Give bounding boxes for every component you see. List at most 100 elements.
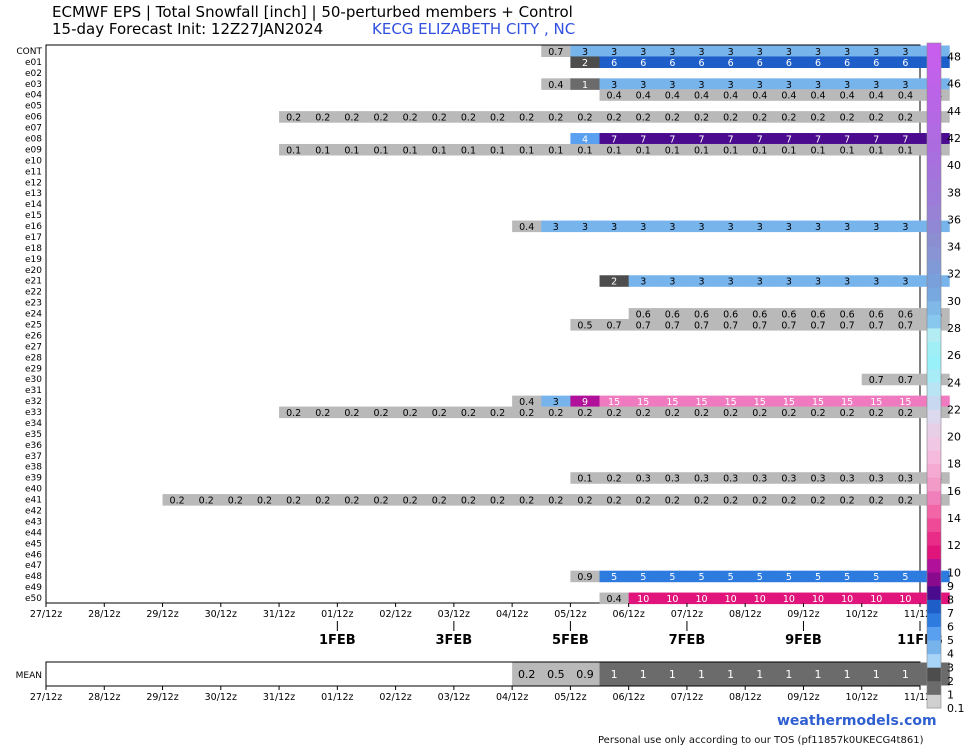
snow-cell-label: 0.3	[810, 474, 825, 485]
snow-cell-label: 0.2	[752, 496, 767, 507]
snow-cell-label: 3	[757, 222, 763, 233]
snow-cell	[570, 220, 601, 233]
snow-cell-label: 0.1	[898, 145, 913, 156]
snow-cell	[716, 56, 746, 68]
snow-cell-label: 3	[728, 47, 734, 58]
snow-cell	[861, 133, 892, 145]
snow-cell	[657, 319, 688, 331]
date-label: 5FEB	[552, 633, 589, 648]
x-tick-label: 07/12z	[671, 609, 703, 620]
snow-cell-label: 0.2	[840, 496, 855, 507]
colorbar-band	[927, 355, 941, 370]
snow-cell	[570, 319, 601, 331]
mean-x-tick-label: 02/12z	[379, 692, 411, 703]
snow-cell-label: 15	[870, 397, 882, 408]
snow-cell-label: 0.2	[461, 113, 476, 124]
snow-cell	[162, 494, 193, 506]
snow-cell-label: 0.2	[548, 496, 563, 507]
member-label: e45	[25, 539, 42, 549]
snow-cell-label: 0.1	[373, 145, 388, 156]
member-label: e41	[25, 496, 42, 506]
snow-cell-label: 0.6	[694, 310, 709, 321]
snow-cell	[890, 319, 921, 331]
snow-cell	[890, 308, 921, 320]
colorbar-tick-label: 9	[947, 580, 954, 593]
snow-cell	[774, 570, 805, 583]
mean-x-tick-label: 27/12z	[30, 692, 62, 703]
colorbar-band	[927, 260, 941, 275]
snow-cell	[774, 45, 805, 58]
snow-cell	[686, 45, 717, 58]
member-label: e43	[25, 517, 42, 527]
snow-cell	[716, 133, 746, 145]
snow-cell-label: 0.4	[548, 80, 563, 91]
mean-x-tick-label: 08/12z	[729, 692, 761, 703]
colorbar-band	[927, 531, 941, 546]
snow-cell-label: 3	[553, 222, 559, 233]
snow-cell	[803, 111, 834, 123]
colorbar-tick-label: 26	[947, 349, 961, 362]
snow-cell	[861, 570, 892, 583]
mean-cell	[745, 662, 775, 686]
member-label: e13	[25, 189, 42, 199]
snow-cell-label: 10	[666, 594, 678, 605]
snow-cell-label: 0.2	[344, 408, 359, 419]
snow-cell	[599, 220, 630, 233]
snow-cell-label: 3	[786, 222, 792, 233]
snow-cell	[774, 592, 805, 605]
snow-cell	[686, 143, 717, 156]
snow-cell-label: 0.2	[432, 113, 447, 124]
snow-cell	[686, 133, 717, 145]
mean-cell	[657, 662, 688, 686]
snow-cell-label: 6	[611, 58, 617, 69]
snow-cell	[832, 570, 863, 583]
snow-cell	[716, 592, 746, 605]
snow-cell-label: 10	[783, 594, 795, 605]
member-label: e27	[25, 342, 42, 352]
snow-cell-label: 10	[725, 594, 737, 605]
snow-cell-label: 0.2	[170, 496, 185, 507]
member-label: e02	[25, 69, 42, 79]
colorbar-band	[927, 273, 941, 288]
snow-cell-label: 0.4	[781, 91, 796, 102]
member-label: e44	[25, 528, 42, 538]
snow-cell	[861, 111, 892, 123]
snow-cell	[832, 111, 863, 123]
member-label: e49	[25, 583, 42, 593]
snow-cell	[308, 111, 338, 123]
snow-cell	[628, 220, 659, 233]
snow-cell-label: 3	[815, 277, 821, 288]
snow-cell-label: 3	[844, 277, 850, 288]
snow-cell	[628, 319, 659, 331]
snow-cell-label: 3	[698, 80, 704, 91]
snow-cell	[803, 570, 834, 583]
x-tick-label: 02/12z	[379, 609, 411, 620]
snow-cell	[599, 395, 630, 408]
colorbar-band	[927, 585, 941, 600]
snow-cell	[628, 111, 659, 123]
x-tick-label: 28/12z	[88, 609, 120, 620]
snow-cell	[774, 406, 805, 419]
snow-cell-label: 0.4	[607, 594, 622, 605]
snow-cell	[483, 143, 513, 156]
snow-cell	[628, 308, 659, 320]
snow-cell-label: 0.4	[723, 91, 738, 102]
snow-cell	[395, 494, 426, 506]
member-label: e16	[25, 222, 42, 232]
snow-cell	[745, 143, 775, 156]
snow-cell-label: 3	[640, 222, 646, 233]
brand-link[interactable]: weathermodels.com	[777, 713, 937, 729]
colorbar-band	[927, 138, 941, 152]
snow-cell	[686, 395, 717, 408]
snow-cell	[832, 275, 863, 287]
x-tick-label: 05/12z	[554, 609, 586, 620]
snow-cell	[686, 56, 717, 68]
snow-cell-label: 0.2	[373, 408, 388, 419]
colorbar-tick-label: 38	[947, 186, 961, 199]
x-tick-label: 09/12z	[787, 609, 819, 620]
snow-cell	[716, 319, 746, 331]
snow-cell	[745, 220, 775, 233]
snow-cell	[628, 395, 659, 408]
mean-x-tick-label: 29/12z	[146, 692, 178, 703]
